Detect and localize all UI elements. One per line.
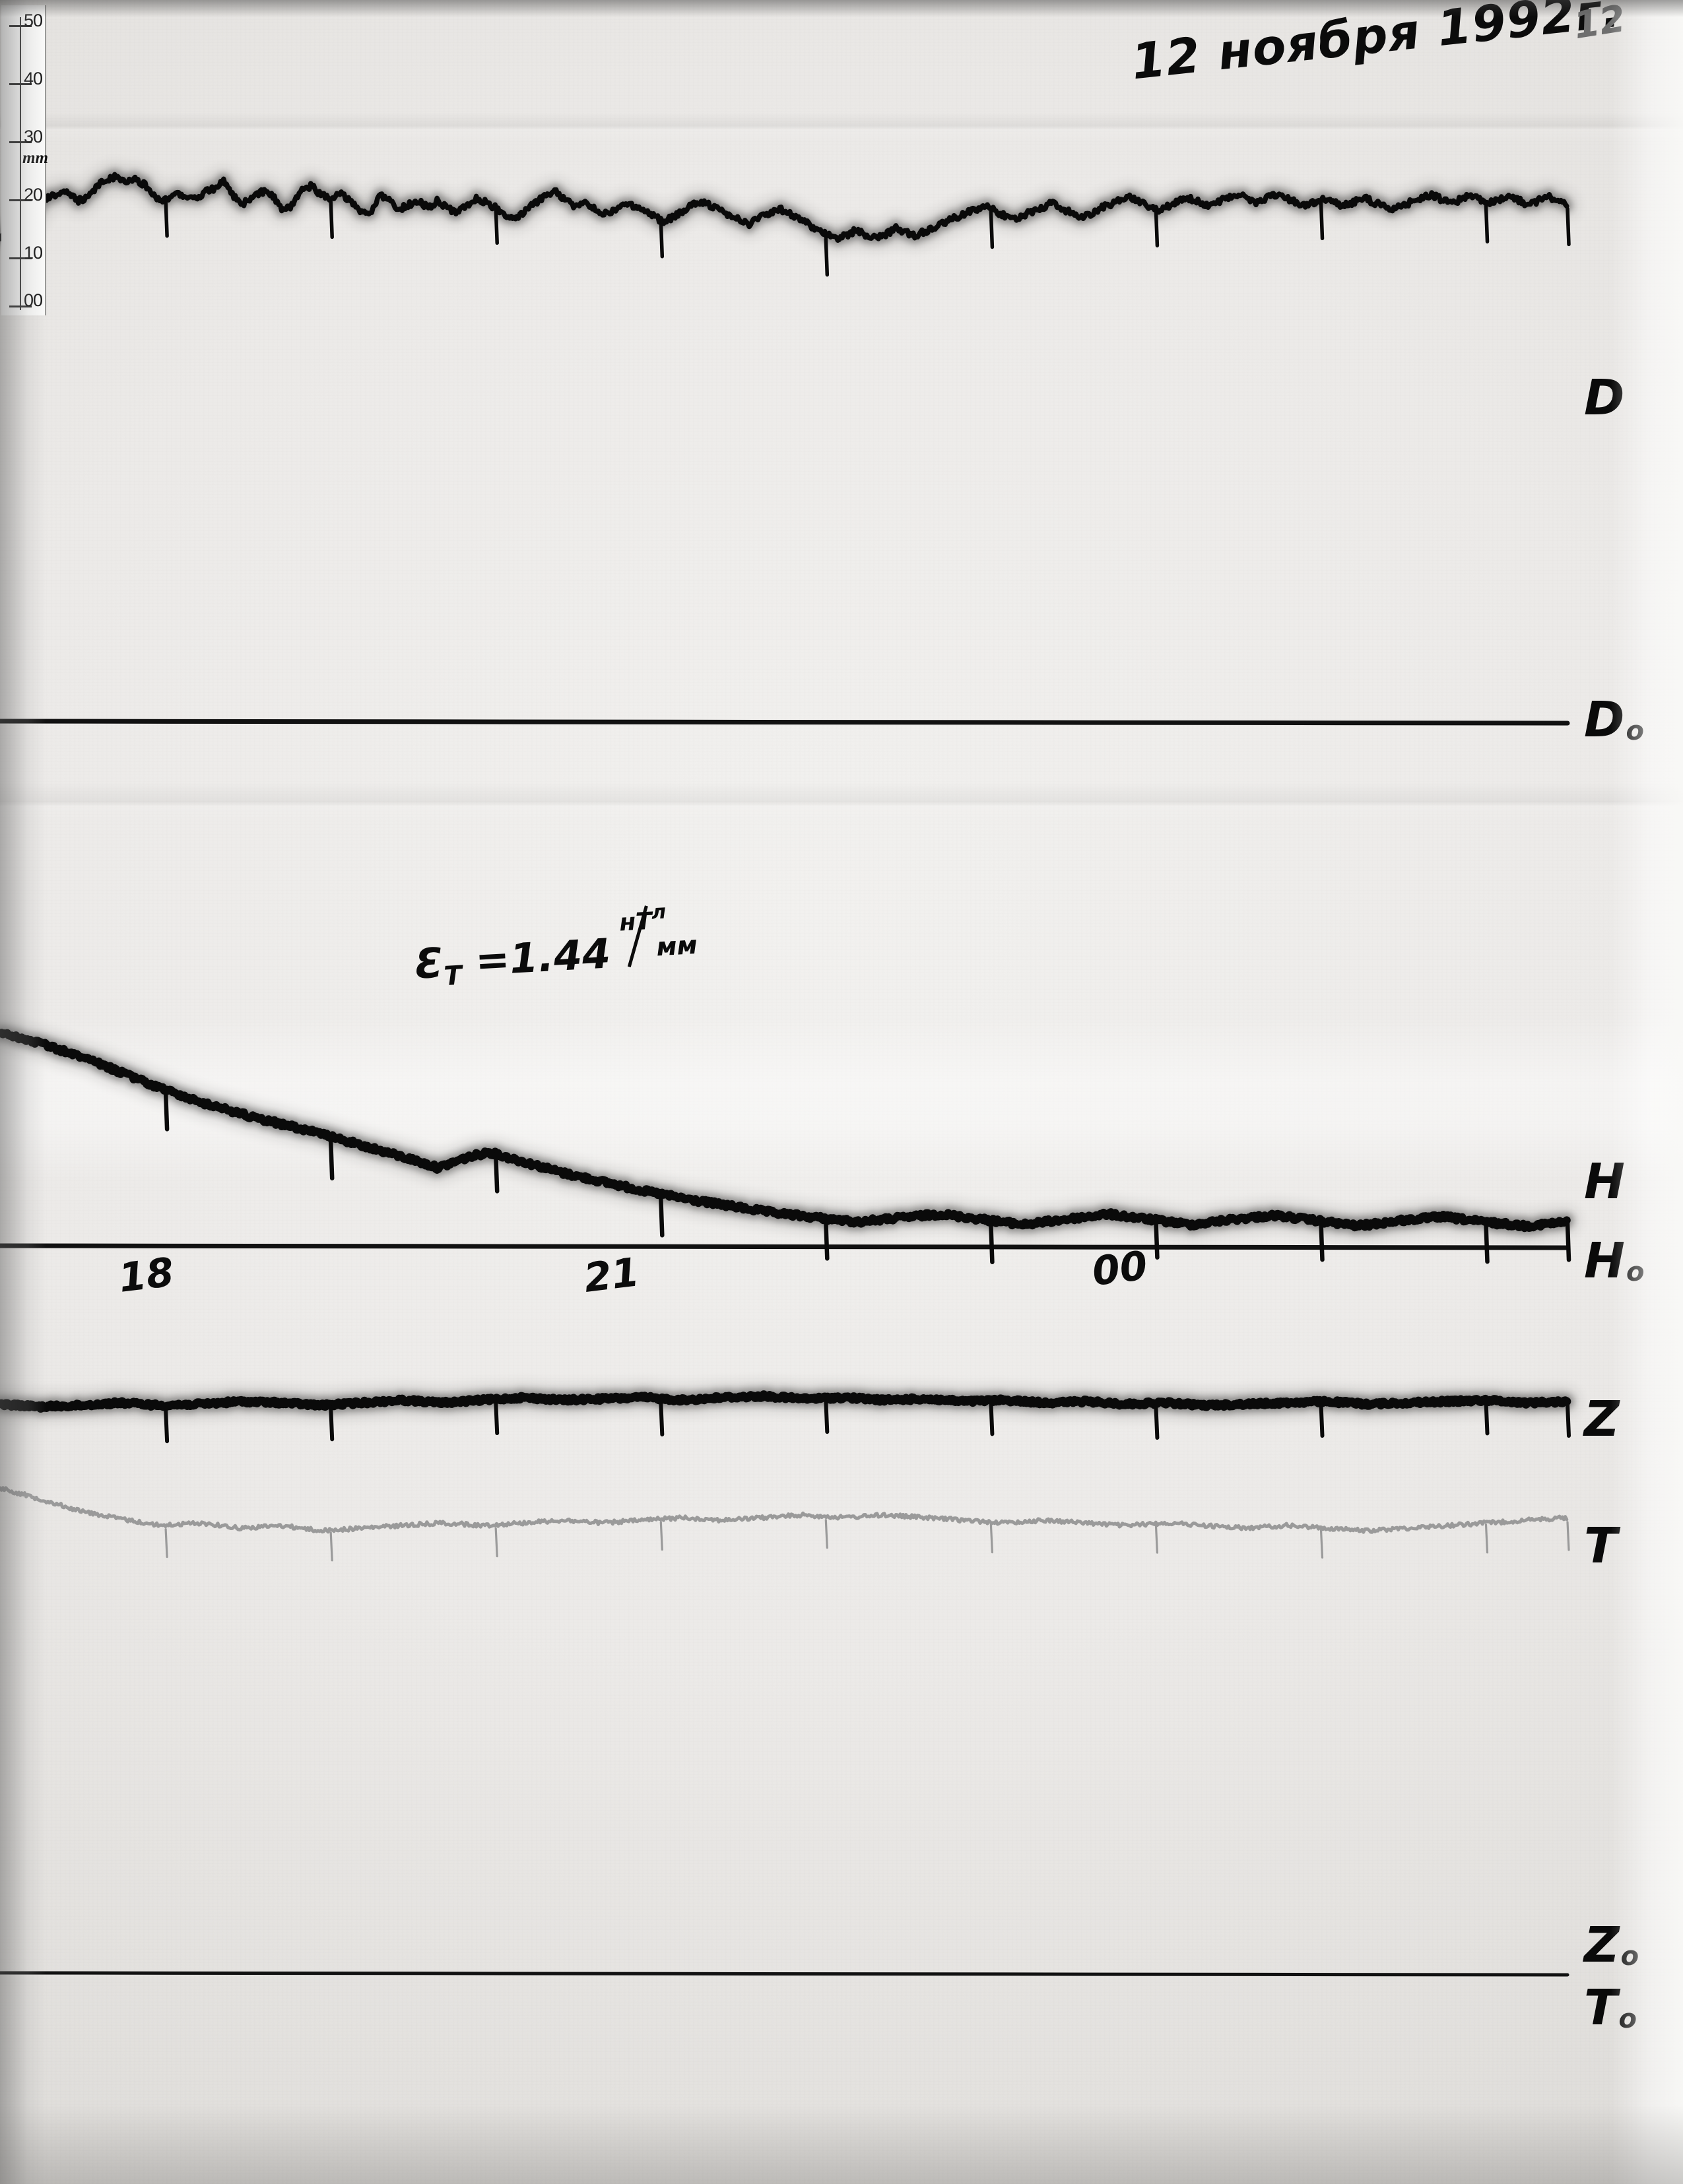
hour-tick	[164, 1407, 170, 1444]
hour-tick	[1154, 1218, 1160, 1260]
hour-tick	[1566, 1402, 1571, 1438]
hour-tick	[1484, 204, 1490, 243]
hour-tick	[659, 1401, 665, 1436]
trace-h	[0, 1029, 1571, 1233]
hour-tick	[1319, 1402, 1325, 1438]
ruler-tick-40	[9, 83, 32, 85]
hour-tick	[989, 1400, 995, 1436]
hour-tick	[164, 198, 169, 238]
hour-tick	[1154, 208, 1160, 247]
hour-tick	[329, 199, 334, 240]
paper-fold-crease-top	[0, 112, 1683, 143]
top-edge-shadow	[0, 0, 1683, 17]
hour-tick	[989, 209, 995, 249]
ruler-label-00: 00	[24, 290, 43, 311]
hour-tick	[1566, 1521, 1570, 1551]
hour-tick	[494, 1399, 500, 1435]
bottom-edge-shadow	[0, 2105, 1683, 2184]
trace-t	[0, 1486, 1569, 1534]
hour-tick	[1319, 1529, 1324, 1559]
scale-symbol: Ɛ	[413, 938, 445, 988]
hour-tick	[659, 1196, 665, 1238]
scale-value: 1.44	[508, 929, 612, 983]
time-label-21: 21	[581, 1249, 642, 1302]
scale-unit-numerator-main: нТ	[618, 907, 653, 937]
ruler-label-20: 20	[24, 185, 43, 205]
scale-equals: =	[474, 934, 512, 985]
baseline-h0	[0, 1243, 1570, 1250]
ruler-spine	[20, 17, 21, 310]
hour-tick	[1484, 1222, 1490, 1264]
hour-tick	[494, 1527, 498, 1558]
hour-tick	[824, 1398, 830, 1434]
hour-tick	[164, 1528, 168, 1558]
hour-tick-marks	[163, 198, 1571, 1562]
trace-h-halo	[0, 1025, 1574, 1235]
hour-tick	[989, 1524, 993, 1554]
mm-scale-ruler: 50 40 30 mm 20 10 00	[1, 5, 48, 315]
trace-d	[0, 172, 1569, 243]
paper-bright-band	[0, 1016, 1683, 1181]
hour-tick	[659, 1520, 663, 1551]
ruler-unit-mm: mm	[22, 149, 48, 168]
hour-tick	[1154, 1524, 1158, 1554]
hour-tick	[989, 1223, 995, 1265]
hour-tick	[824, 1519, 828, 1549]
hour-tick	[328, 1139, 335, 1181]
right-edge-highlight	[1610, 0, 1683, 2184]
hour-tick	[1566, 207, 1571, 247]
hour-tick	[1565, 1221, 1571, 1262]
ruler-label-10: 10	[24, 243, 43, 263]
scale-unit-fraction: нТл мм	[616, 901, 711, 969]
hour-tick	[659, 218, 665, 259]
left-edge-shadow	[0, 0, 46, 2184]
hour-tick	[329, 1531, 333, 1562]
hour-tick	[824, 237, 830, 277]
scale-unit-numerator-sup: л	[651, 900, 667, 924]
trace-z	[0, 1390, 1571, 1413]
ruler-label-30: 30	[24, 127, 43, 147]
ruler-tick-50	[9, 25, 32, 27]
scale-subscript: T	[443, 960, 463, 992]
baseline-z0t0	[0, 1971, 1569, 1977]
hour-tick	[1154, 1404, 1160, 1440]
hour-tick	[1319, 1220, 1325, 1262]
ruler-tick-00	[9, 305, 32, 307]
paper-fold-crease-middle	[0, 782, 1683, 821]
ruler-tick-30	[9, 141, 32, 143]
hour-tick	[824, 1219, 830, 1261]
ruler-tick-10	[9, 257, 32, 259]
hour-tick	[1484, 1524, 1489, 1554]
hour-tick	[494, 205, 499, 245]
ruler-label-40: 40	[24, 69, 43, 89]
hour-tick	[493, 1152, 500, 1194]
hour-tick	[1484, 1399, 1490, 1436]
baseline-d0	[0, 719, 1570, 726]
hour-tick	[329, 1405, 335, 1442]
time-label-00: 00	[1090, 1242, 1150, 1295]
ruler-tick-20	[9, 199, 32, 201]
hour-tick	[163, 1090, 170, 1132]
scale-unit-denominator: мм	[655, 930, 698, 962]
time-label-18: 18	[116, 1249, 177, 1302]
trace-h-outer-halo	[0, 1022, 1577, 1239]
hour-tick	[1319, 201, 1325, 241]
